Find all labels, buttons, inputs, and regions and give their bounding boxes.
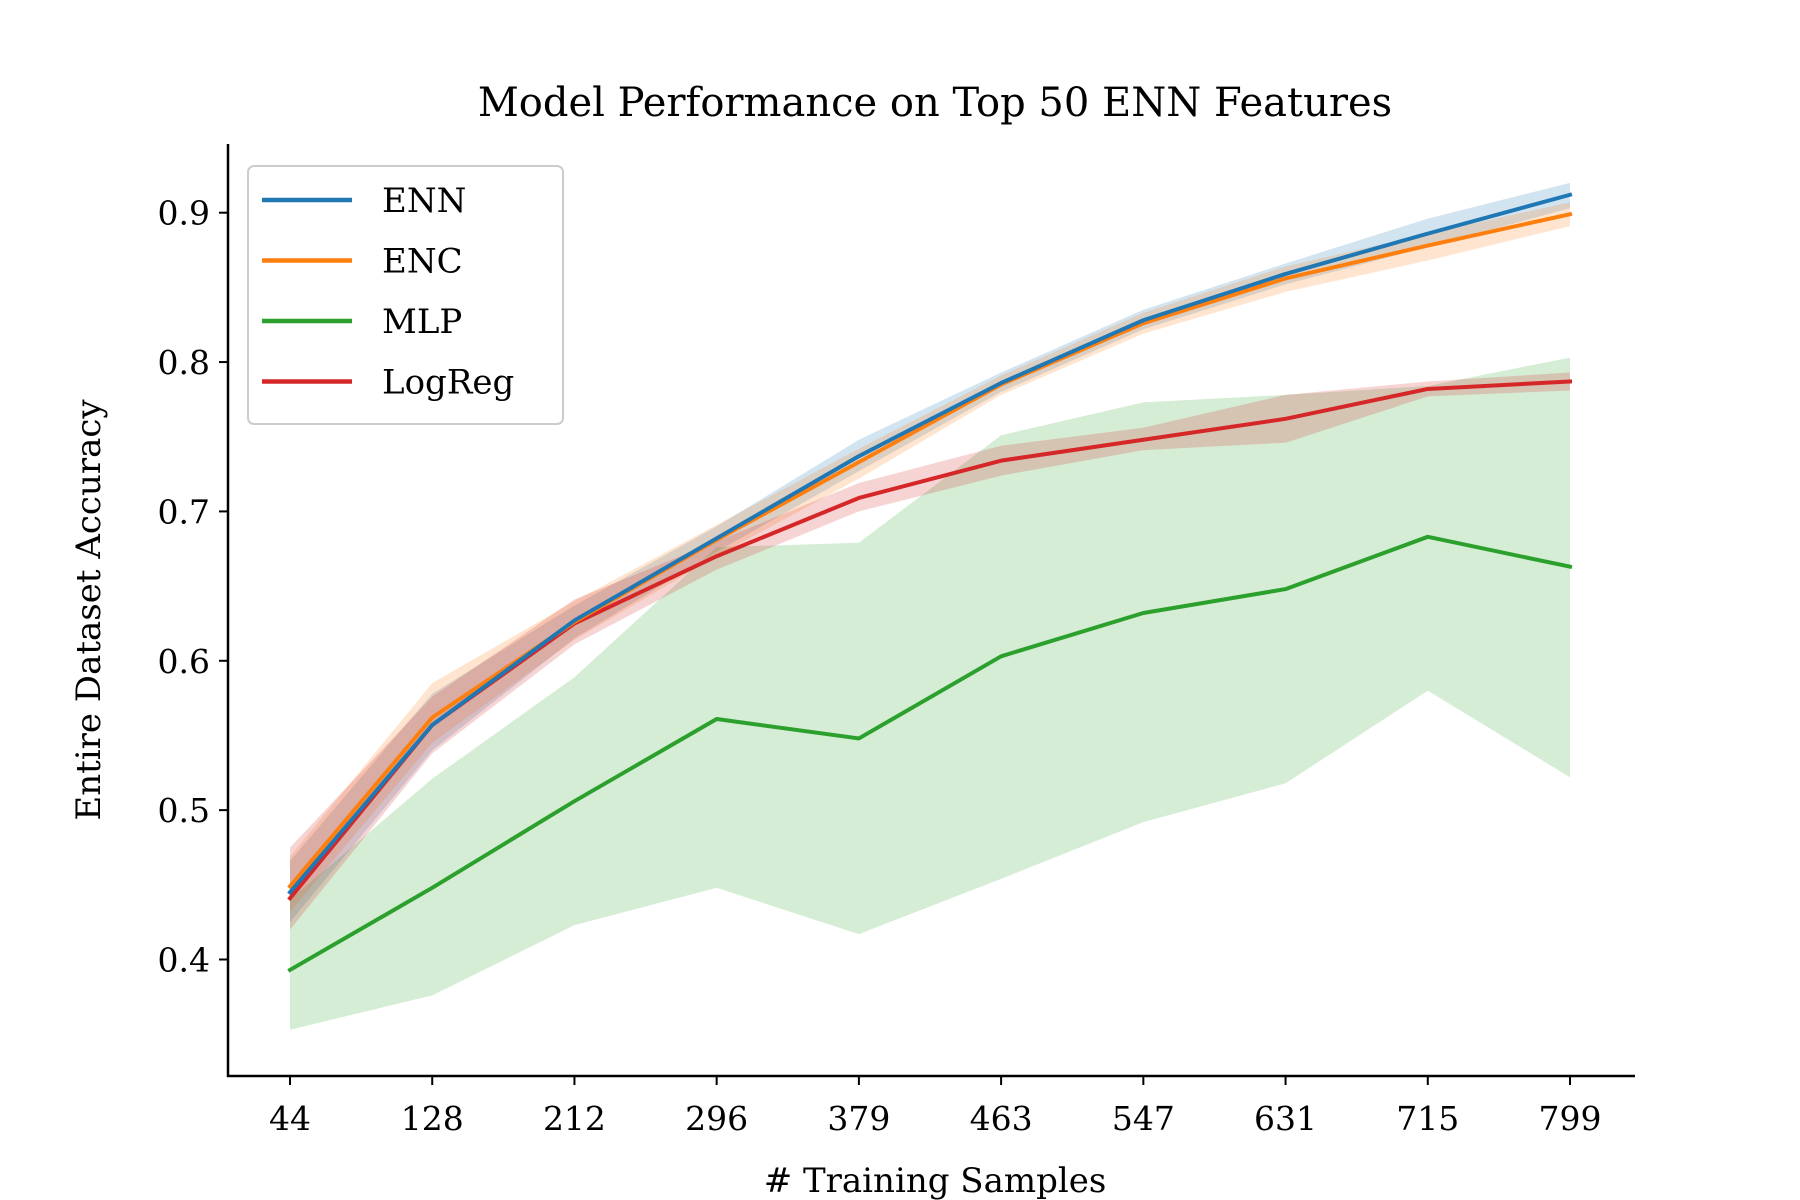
legend: ENN ENC MLP LogReg xyxy=(247,165,564,425)
mlp-confidence-band xyxy=(290,357,1570,1030)
x-axis-label: # Training Samples xyxy=(764,1161,1107,1200)
x-tick-label: 296 xyxy=(685,1099,748,1138)
x-tick-label: 128 xyxy=(401,1099,464,1138)
legend-label-enc: ENC xyxy=(382,242,463,282)
legend-box xyxy=(247,165,564,425)
mlp-line xyxy=(287,534,1573,973)
y-ticks: 0.4 0.5 0.6 0.7 0.8 0.9 xyxy=(158,194,228,980)
x-ticks: 44 128 212 296 379 463 547 631 715 799 xyxy=(269,1076,1602,1138)
y-axis-label: Entire Dataset Accuracy xyxy=(69,399,109,821)
series-lines xyxy=(287,192,1573,973)
y-tick-label: 0.4 xyxy=(158,941,210,980)
x-tick-label: 379 xyxy=(827,1099,890,1138)
x-tick-label: 799 xyxy=(1539,1099,1602,1138)
enc-line xyxy=(287,211,1573,890)
legend-label-enn: ENN xyxy=(382,181,466,221)
y-tick-label: 0.5 xyxy=(158,791,210,830)
y-tick-label: 0.8 xyxy=(158,343,210,382)
legend-label-mlp: MLP xyxy=(382,302,462,342)
y-tick-label: 0.6 xyxy=(158,642,210,681)
x-tick-label: 463 xyxy=(970,1099,1033,1138)
logreg-confidence-band xyxy=(290,372,1570,930)
legend-label-logreg: LogReg xyxy=(382,363,514,403)
y-tick-label: 0.7 xyxy=(158,492,210,531)
x-tick-label: 631 xyxy=(1254,1099,1317,1138)
confidence-bands xyxy=(290,182,1570,1030)
x-tick-label: 212 xyxy=(543,1099,606,1138)
chart-title: Model Performance on Top 50 ENN Features xyxy=(478,80,1392,126)
axes xyxy=(226,144,1635,1078)
x-tick-label: 715 xyxy=(1396,1099,1459,1138)
x-tick-label: 547 xyxy=(1112,1099,1175,1138)
enn-line xyxy=(287,192,1573,896)
x-tick-label: 44 xyxy=(269,1099,311,1138)
y-tick-label: 0.9 xyxy=(158,194,210,233)
